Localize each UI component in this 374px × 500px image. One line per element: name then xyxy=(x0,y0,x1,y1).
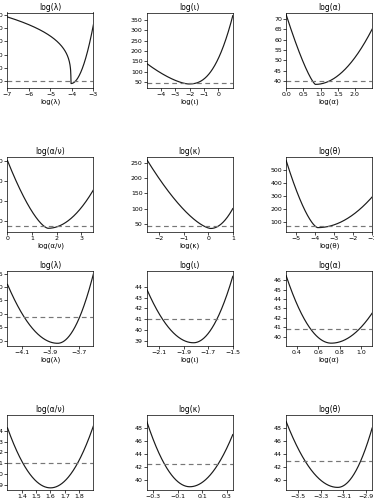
X-axis label: log(θ): log(θ) xyxy=(319,242,339,248)
X-axis label: log(λ): log(λ) xyxy=(40,356,61,363)
X-axis label: log(ι): log(ι) xyxy=(181,356,199,363)
Title: log(θ): log(θ) xyxy=(318,146,340,156)
Title: log(κ): log(κ) xyxy=(179,405,201,414)
Title: log(ι): log(ι) xyxy=(180,261,200,270)
Title: log(λ): log(λ) xyxy=(39,2,62,12)
X-axis label: log(α/ν): log(α/ν) xyxy=(37,242,64,248)
Title: log(α/ν): log(α/ν) xyxy=(36,405,65,414)
X-axis label: log(λ): log(λ) xyxy=(40,98,61,104)
Title: log(ι): log(ι) xyxy=(180,2,200,12)
X-axis label: log(κ): log(κ) xyxy=(180,242,200,248)
Title: log(α): log(α) xyxy=(318,261,340,270)
X-axis label: log(ι): log(ι) xyxy=(181,98,199,104)
Title: log(λ): log(λ) xyxy=(39,261,62,270)
Title: log(α/ν): log(α/ν) xyxy=(36,146,65,156)
X-axis label: log(α): log(α) xyxy=(319,356,340,363)
Title: log(α): log(α) xyxy=(318,2,340,12)
Title: log(κ): log(κ) xyxy=(179,146,201,156)
Title: log(θ): log(θ) xyxy=(318,405,340,414)
X-axis label: log(α): log(α) xyxy=(319,98,340,104)
